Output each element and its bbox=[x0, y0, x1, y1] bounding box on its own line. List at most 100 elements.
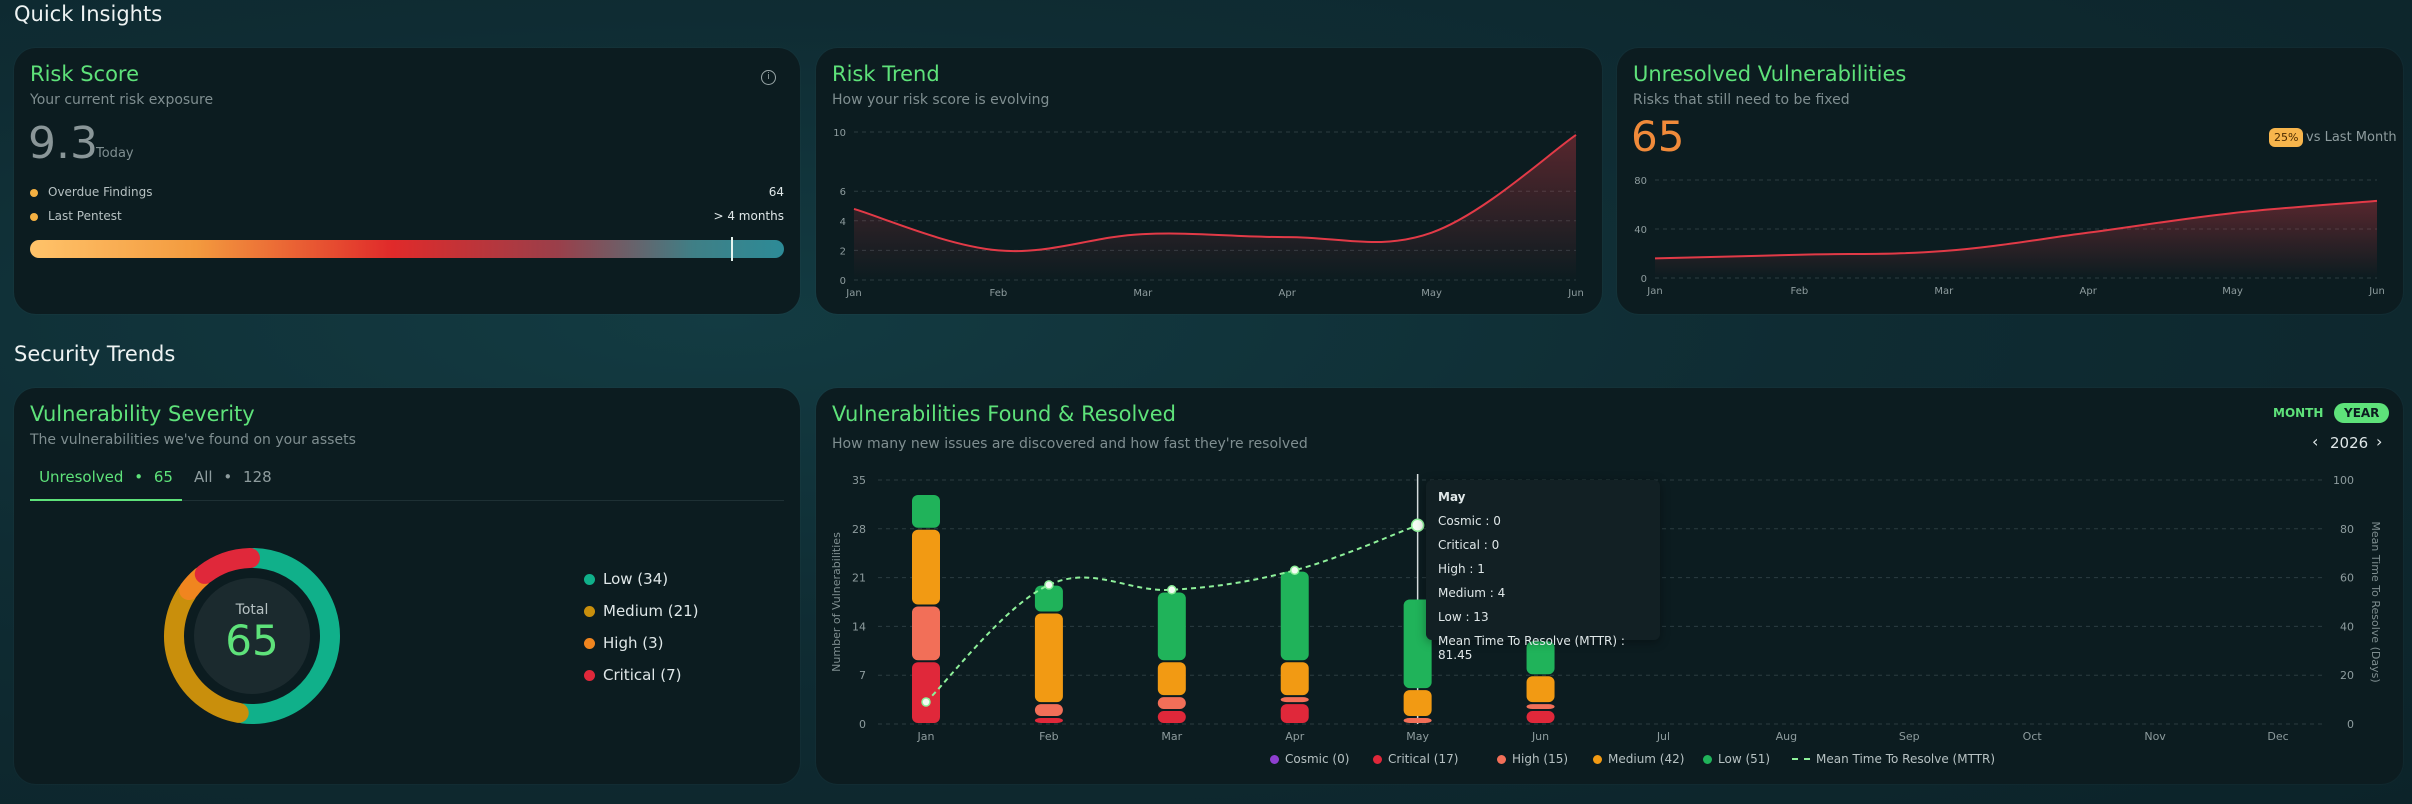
bar-segment-high bbox=[1034, 704, 1063, 717]
x-tick-label: Jul bbox=[1656, 730, 1670, 743]
legend-dot bbox=[584, 605, 595, 617]
bar-segment-low bbox=[1280, 571, 1309, 661]
donut-slice-critical bbox=[194, 548, 260, 584]
bar-segment-medium bbox=[1280, 662, 1309, 696]
chart-legend-item[interactable]: High (15) bbox=[1497, 752, 1568, 766]
found-resolved-title: Vulnerabilities Found & Resolved bbox=[832, 402, 1176, 426]
found-resolved-card: Vulnerabilities Found & Resolved How man… bbox=[816, 388, 2403, 784]
tab-unresolved[interactable]: Unresolved • 65 bbox=[30, 466, 182, 501]
y-tick-label: 7 bbox=[859, 669, 866, 682]
bar-segment-medium bbox=[1034, 613, 1063, 703]
severity-legend-item[interactable]: Low (34) bbox=[584, 570, 668, 588]
unresolved-value: 65 bbox=[1631, 112, 1685, 161]
bar-segment-critical bbox=[1526, 711, 1555, 723]
legend-dot bbox=[1593, 754, 1602, 764]
tab-label: All bbox=[194, 468, 213, 486]
legend-label: Medium (42) bbox=[1608, 752, 1685, 766]
risk-row-value: 64 bbox=[768, 185, 784, 199]
severity-legend-item[interactable]: Medium (21) bbox=[584, 602, 699, 620]
chart-legend-item[interactable]: Critical (17) bbox=[1373, 752, 1458, 766]
found-resolved-chart: 0 7 14 21 28 35 0 20 40 60 80 100 Number of Vulnerab… bbox=[830, 474, 2382, 743]
unresolved-chart: 0 40 80 Jan Feb Mar Apr May Jun bbox=[1634, 176, 2385, 297]
x-tick-label: Mar bbox=[1934, 286, 1954, 297]
severity-legend-item[interactable]: High (3) bbox=[584, 634, 664, 652]
legend-label: Cosmic (0) bbox=[1285, 752, 1350, 766]
bar-segment-critical bbox=[912, 662, 940, 723]
y-tick-label: 0 bbox=[859, 718, 866, 731]
legend-label: Low (34) bbox=[603, 570, 669, 588]
mttr-point bbox=[1289, 565, 1300, 576]
severity-tabs: Unresolved • 65 All • 128 bbox=[30, 466, 784, 501]
x-tick-label: Feb bbox=[1791, 286, 1809, 297]
toggle-month[interactable]: MONTH bbox=[2273, 406, 2324, 420]
x-tick-label: Jan bbox=[917, 730, 935, 743]
unresolved-title: Unresolved Vulnerabilities bbox=[1633, 62, 1907, 86]
x-tick-label: May bbox=[2222, 286, 2243, 297]
info-icon[interactable]: i bbox=[761, 70, 776, 85]
chart-legend-item[interactable]: Low (51) bbox=[1703, 752, 1770, 766]
y-tick-label: 2 bbox=[840, 246, 846, 257]
bar-segment-low bbox=[912, 494, 940, 528]
tab-separator: • bbox=[223, 468, 233, 486]
x-tick-label: Feb bbox=[990, 288, 1008, 299]
unresolved-badge: 25% bbox=[2269, 128, 2304, 147]
bar-segment-high bbox=[1280, 697, 1309, 703]
toggle-year[interactable]: YEAR bbox=[2334, 403, 2390, 423]
tooltip-line: Mean Time To Resolve (MTTR) : 81.45 bbox=[1438, 634, 1625, 662]
risk-row-label: Last Pentest bbox=[48, 209, 122, 223]
y2-tick-label: 80 bbox=[2340, 523, 2354, 536]
bar-segment-medium bbox=[912, 529, 940, 605]
bar-segment-low bbox=[1526, 641, 1555, 675]
legend-dot bbox=[584, 573, 595, 585]
donut-total-label: Total bbox=[235, 602, 269, 618]
risk-gauge-marker bbox=[731, 237, 734, 261]
x-tick-label: Sep bbox=[1899, 730, 1920, 743]
legend-dot bbox=[584, 637, 595, 649]
chart-legend-item[interactable]: Cosmic (0) bbox=[1270, 752, 1349, 766]
mttr-point bbox=[1167, 585, 1177, 595]
tooltip-line: High : 1 bbox=[1438, 562, 1485, 576]
tooltip-line: Cosmic : 0 bbox=[1438, 514, 1501, 528]
legend-dot bbox=[584, 669, 595, 681]
y-tick-label: 0 bbox=[1641, 274, 1647, 285]
mttr-line bbox=[925, 524, 1418, 703]
severity-legend-item[interactable]: Critical (7) bbox=[584, 666, 681, 684]
year-prev-chevron-icon[interactable]: ‹ bbox=[2312, 432, 2319, 451]
section-title-security-trends: Security Trends bbox=[14, 342, 176, 366]
y-tick-label: 21 bbox=[852, 572, 866, 585]
tab-all[interactable]: All • 128 bbox=[194, 466, 272, 499]
bar-segment-critical bbox=[1157, 711, 1186, 723]
year-next-chevron-icon[interactable]: › bbox=[2376, 432, 2383, 451]
risk-score-value: 9.3 bbox=[28, 118, 98, 169]
x-tick-label: Jan bbox=[845, 288, 861, 299]
tooltip-line: Medium : 4 bbox=[1438, 586, 1506, 600]
bar-segment-medium bbox=[1403, 690, 1432, 717]
donut-total-value: 65 bbox=[225, 616, 279, 665]
x-tick-label: Nov bbox=[2144, 730, 2166, 743]
x-tick-label: Oct bbox=[2023, 730, 2043, 743]
legend-label: Medium (21) bbox=[603, 602, 699, 620]
chart-legend-item[interactable]: Mean Time To Resolve (MTTR) bbox=[1792, 752, 1995, 766]
bar-segment-critical bbox=[1034, 718, 1063, 723]
tooltip-title: May bbox=[1438, 490, 1466, 504]
risk-row-overdue: Overdue Findings 64 bbox=[30, 184, 784, 202]
risk-score-subtitle: Your current risk exposure bbox=[30, 92, 214, 108]
mttr-point bbox=[921, 697, 931, 707]
risk-row-label: Overdue Findings bbox=[48, 185, 153, 199]
y2-tick-label: 40 bbox=[2340, 620, 2354, 633]
y-tick-label: 0 bbox=[840, 276, 846, 287]
y-tick-label: 4 bbox=[840, 217, 846, 228]
y-tick-label: 10 bbox=[833, 128, 846, 139]
mttr-point bbox=[1044, 580, 1054, 590]
risk-row-dot bbox=[30, 189, 38, 197]
legend-label: High (15) bbox=[1512, 752, 1569, 766]
y-axis-label: Number of Vulnerabilities bbox=[830, 532, 843, 672]
bar-segment-high bbox=[912, 606, 940, 661]
x-tick-label: Apr bbox=[2080, 286, 2098, 297]
risk-score-value-label: Today bbox=[96, 146, 134, 161]
unresolved-card: Unresolved Vulnerabilities Risks that st… bbox=[1617, 48, 2403, 314]
tab-label: Unresolved bbox=[39, 468, 124, 486]
legend-label: Critical (7) bbox=[603, 666, 682, 684]
chart-legend-item[interactable]: Medium (42) bbox=[1593, 752, 1684, 766]
tab-separator: • bbox=[134, 468, 144, 486]
